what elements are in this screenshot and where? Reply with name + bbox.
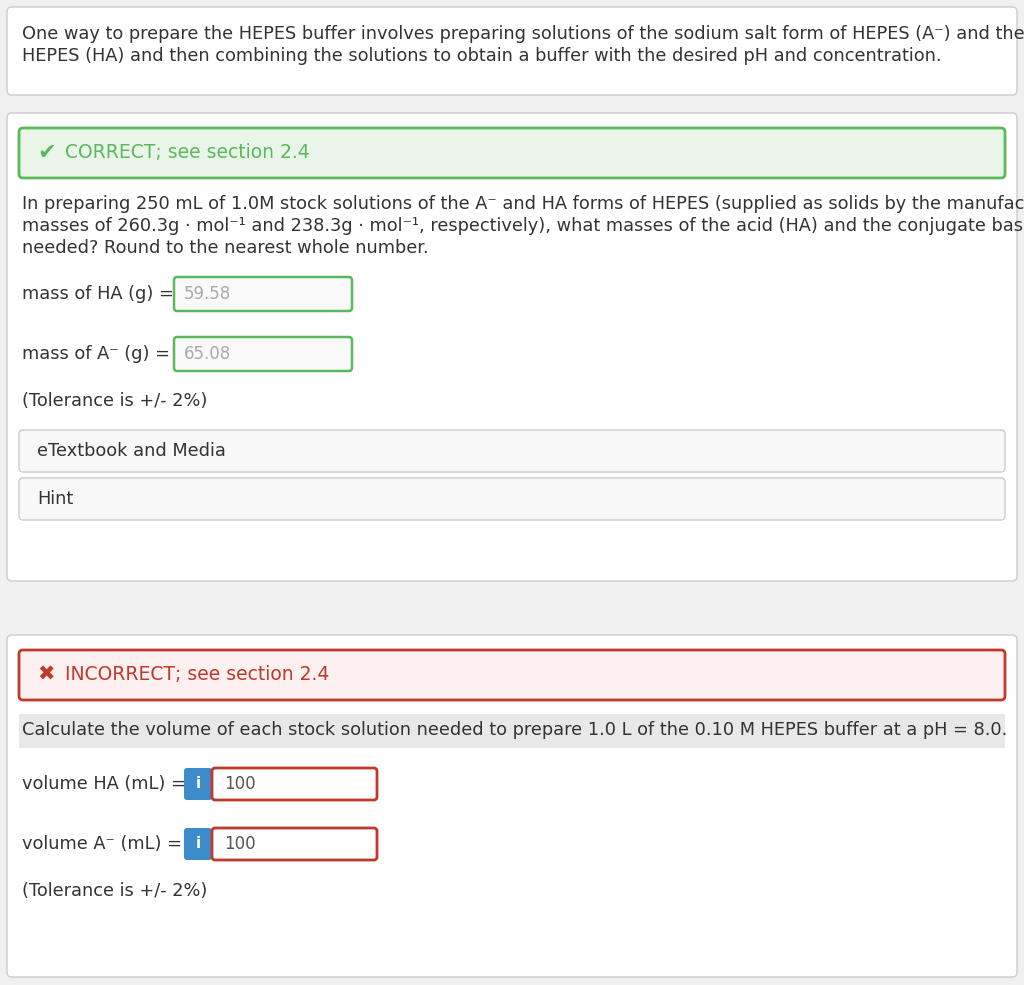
Text: needed? Round to the nearest whole number.: needed? Round to the nearest whole numbe…	[22, 239, 429, 257]
FancyBboxPatch shape	[174, 277, 352, 311]
Text: i: i	[196, 836, 201, 851]
Text: (Tolerance is +/- 2%): (Tolerance is +/- 2%)	[22, 392, 208, 410]
FancyBboxPatch shape	[212, 828, 377, 860]
FancyBboxPatch shape	[184, 828, 212, 860]
FancyBboxPatch shape	[19, 128, 1005, 178]
FancyBboxPatch shape	[19, 478, 1005, 520]
Bar	[19, 714, 1005, 748]
Text: Calculate the volume of each stock solution needed to prepare 1.0 L of the 0.10 : Calculate the volume of each stock solut…	[22, 721, 1008, 739]
Text: volume HA (mL) =: volume HA (mL) =	[22, 775, 186, 793]
Text: masses of 260.3g · mol⁻¹ and 238.3g · mol⁻¹, respectively), what masses of the a: masses of 260.3g · mol⁻¹ and 238.3g · mo…	[22, 217, 1024, 235]
Text: eTextbook and Media: eTextbook and Media	[37, 442, 226, 460]
Text: ✔: ✔	[37, 143, 55, 163]
FancyBboxPatch shape	[174, 337, 352, 371]
FancyBboxPatch shape	[19, 430, 1005, 472]
FancyBboxPatch shape	[7, 113, 1017, 581]
Text: i: i	[196, 776, 201, 792]
Text: INCORRECT; see section 2.4: INCORRECT; see section 2.4	[65, 666, 330, 685]
Text: 59.58: 59.58	[184, 285, 231, 303]
FancyBboxPatch shape	[7, 7, 1017, 95]
Text: One way to prepare the HEPES buffer involves preparing solutions of the sodium s: One way to prepare the HEPES buffer invo…	[22, 25, 1024, 43]
Text: mass of HA (g) =: mass of HA (g) =	[22, 285, 174, 303]
Text: In preparing 250 mL of 1.0M stock solutions of the A⁻ and HA forms of HEPES (sup: In preparing 250 mL of 1.0M stock soluti…	[22, 195, 1024, 213]
Text: Hint: Hint	[37, 490, 74, 508]
FancyBboxPatch shape	[7, 635, 1017, 977]
Text: 100: 100	[224, 835, 256, 853]
Text: (Tolerance is +/- 2%): (Tolerance is +/- 2%)	[22, 882, 208, 900]
FancyBboxPatch shape	[184, 768, 212, 800]
FancyBboxPatch shape	[19, 650, 1005, 700]
Text: 100: 100	[224, 775, 256, 793]
Text: HEPES (HA) and then combining the solutions to obtain a buffer with the desired : HEPES (HA) and then combining the soluti…	[22, 47, 941, 65]
Text: mass of A⁻ (g) =: mass of A⁻ (g) =	[22, 345, 170, 363]
Text: CORRECT; see section 2.4: CORRECT; see section 2.4	[65, 144, 309, 163]
FancyBboxPatch shape	[212, 768, 377, 800]
Text: 65.08: 65.08	[184, 345, 231, 363]
Text: ✖: ✖	[37, 665, 54, 685]
Text: volume A⁻ (mL) =: volume A⁻ (mL) =	[22, 835, 182, 853]
